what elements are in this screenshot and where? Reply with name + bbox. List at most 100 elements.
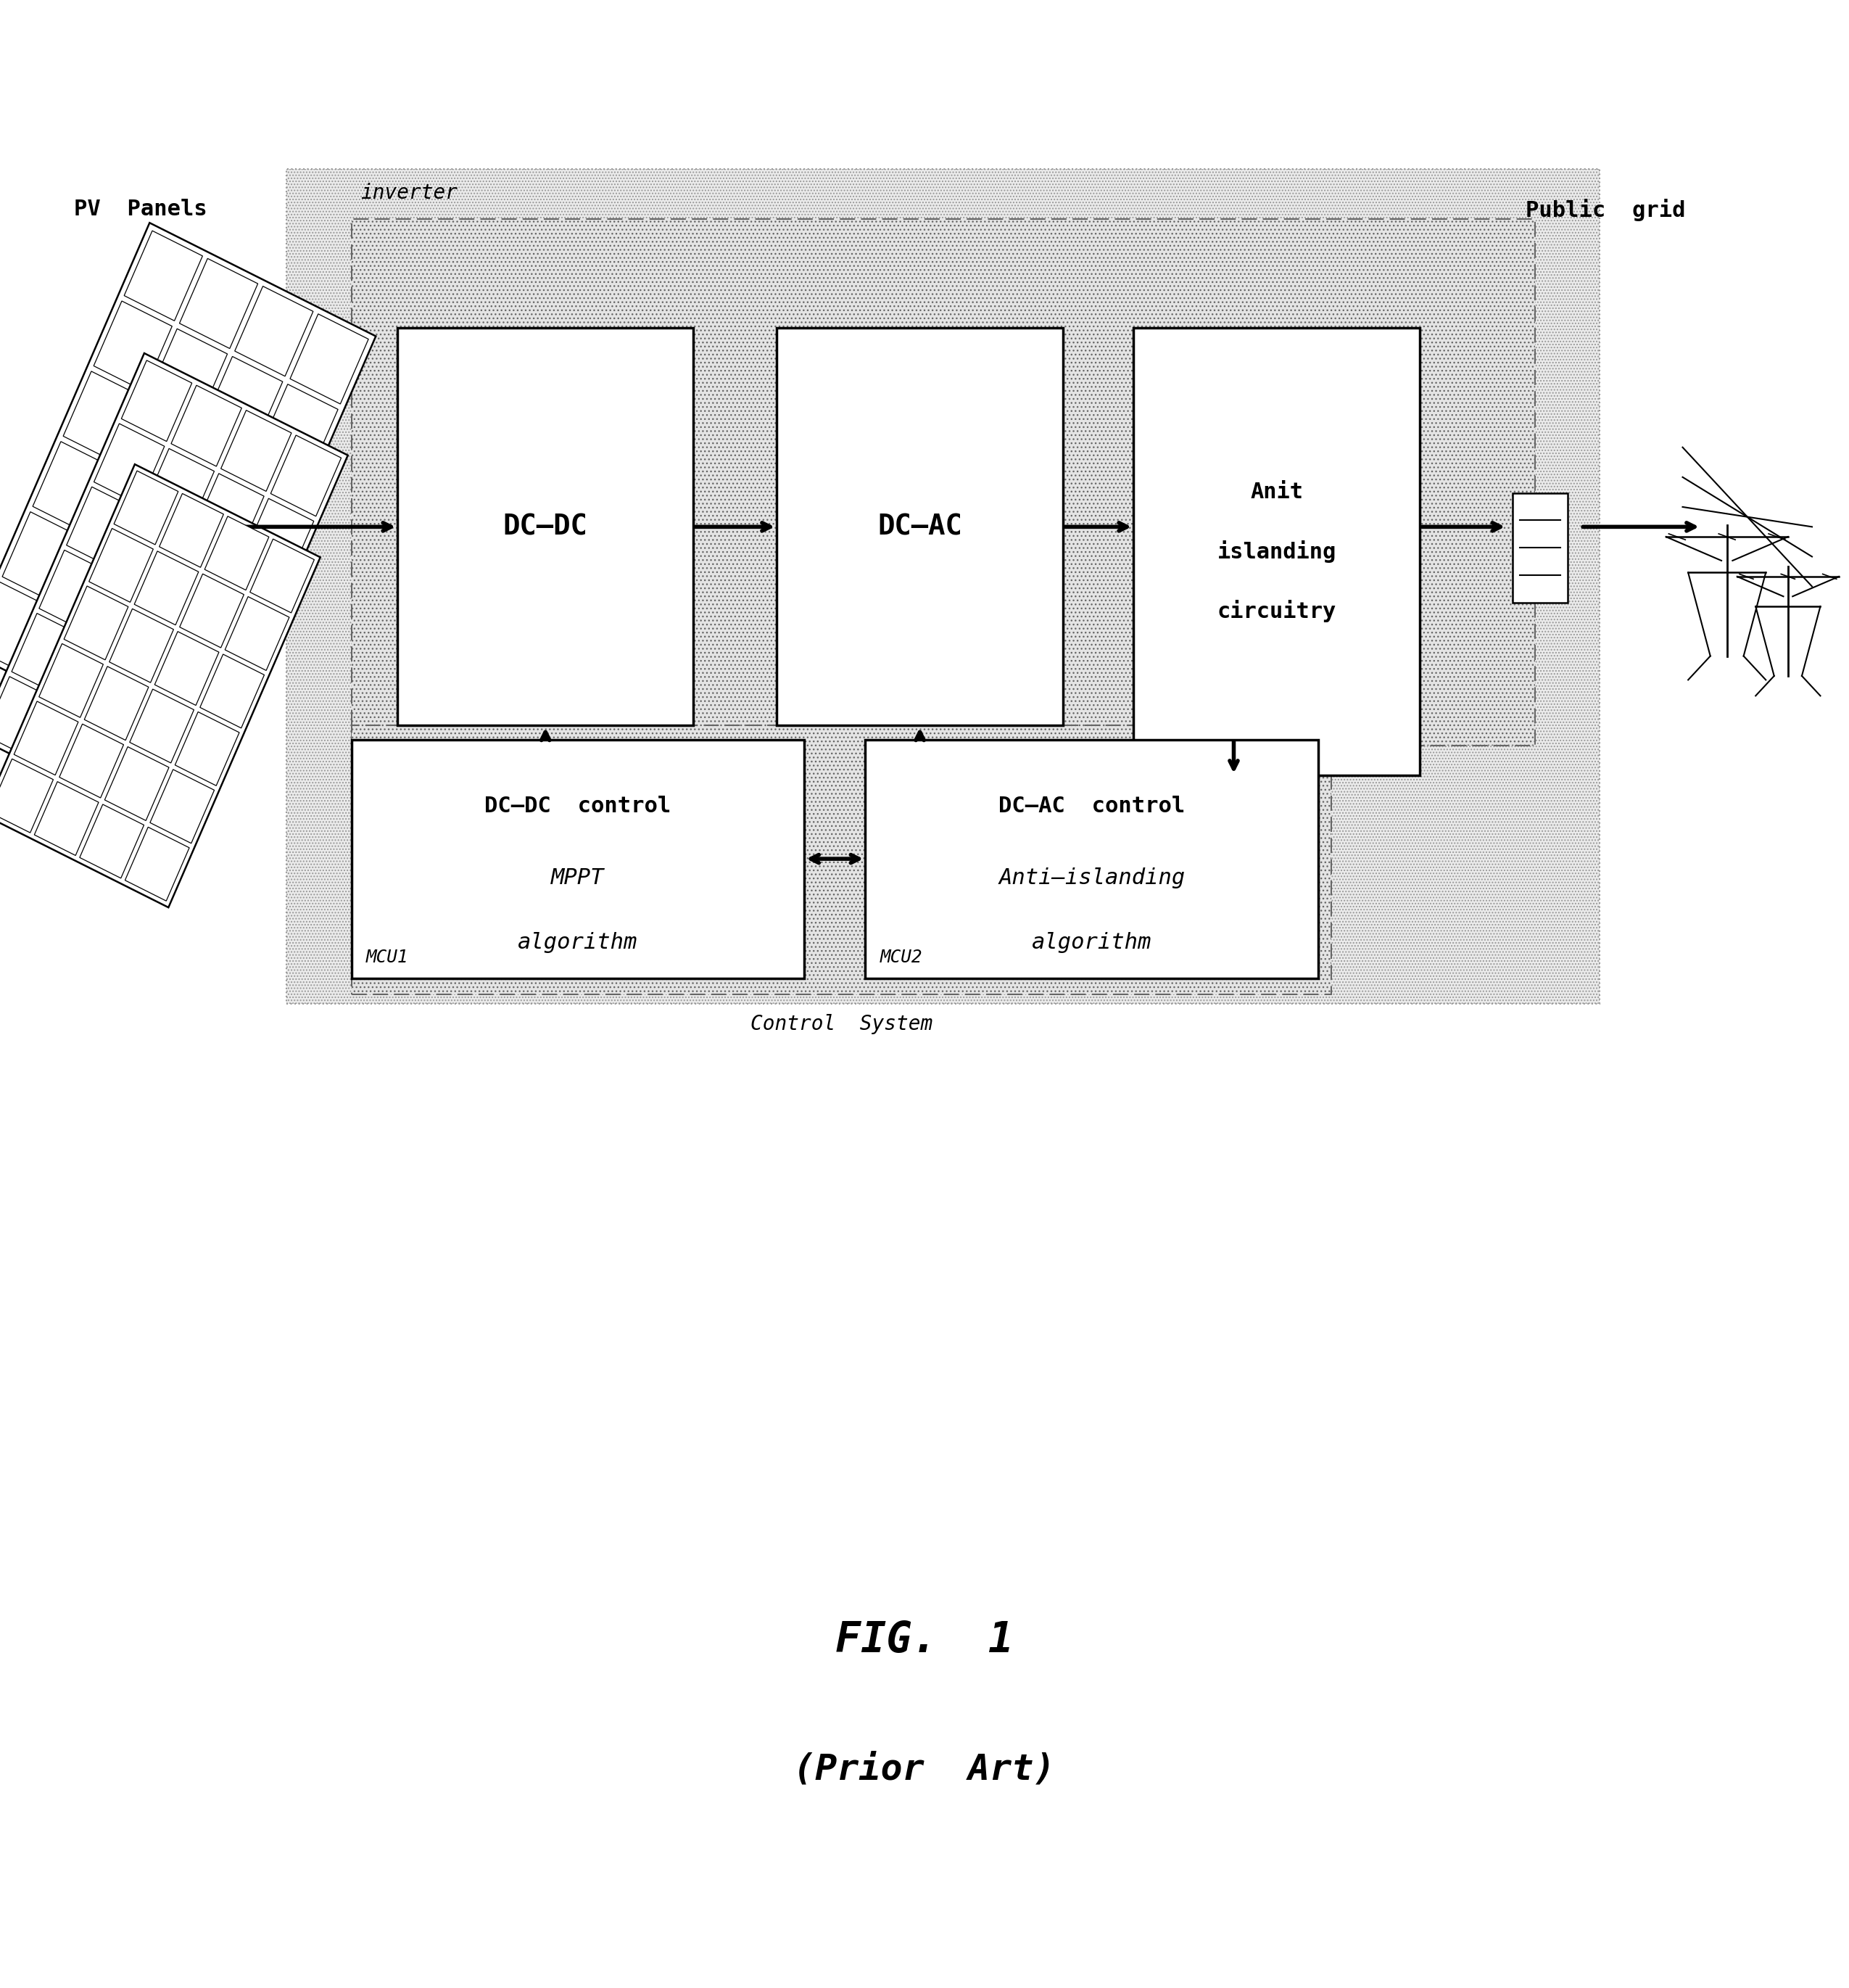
Bar bbox=[205, 517, 268, 590]
Bar bbox=[144, 497, 222, 586]
Bar bbox=[89, 575, 159, 656]
Bar bbox=[176, 712, 239, 785]
Bar bbox=[287, 169, 1599, 1004]
Text: DC–AC: DC–AC bbox=[878, 513, 961, 541]
Bar bbox=[351, 740, 804, 978]
Bar bbox=[150, 328, 227, 419]
Text: Anit: Anit bbox=[1250, 481, 1304, 503]
Bar bbox=[0, 676, 55, 757]
Text: Public  grid: Public grid bbox=[1525, 199, 1684, 221]
Bar bbox=[166, 537, 237, 618]
Bar bbox=[155, 632, 218, 706]
Bar bbox=[80, 805, 144, 879]
Bar bbox=[777, 328, 1063, 726]
Bar bbox=[235, 286, 312, 376]
Bar bbox=[83, 638, 161, 728]
Bar bbox=[94, 300, 172, 392]
Bar bbox=[113, 567, 190, 658]
Bar bbox=[250, 539, 314, 612]
Bar bbox=[122, 360, 192, 441]
Bar bbox=[83, 726, 153, 807]
Bar bbox=[137, 666, 216, 755]
Bar bbox=[28, 610, 105, 700]
Bar bbox=[290, 314, 368, 404]
Bar bbox=[109, 608, 174, 682]
Text: Control  System: Control System bbox=[751, 1014, 932, 1034]
Bar bbox=[174, 427, 251, 517]
Bar bbox=[270, 435, 342, 517]
Bar bbox=[2, 511, 81, 602]
Bar bbox=[94, 423, 165, 505]
Text: Anti–islanding: Anti–islanding bbox=[998, 867, 1185, 889]
Bar bbox=[865, 740, 1318, 978]
Bar bbox=[0, 582, 50, 672]
Text: PV  Panels: PV Panels bbox=[74, 199, 207, 221]
Bar bbox=[118, 400, 196, 489]
Bar bbox=[0, 223, 375, 763]
Bar bbox=[89, 529, 153, 602]
Text: algorithm: algorithm bbox=[1032, 932, 1152, 952]
Text: algorithm: algorithm bbox=[518, 932, 638, 952]
Bar bbox=[61, 638, 131, 720]
Bar bbox=[244, 499, 314, 579]
Bar bbox=[198, 525, 277, 614]
Bar bbox=[216, 563, 287, 642]
Bar bbox=[226, 596, 288, 670]
Text: DC–DC: DC–DC bbox=[503, 513, 588, 541]
Bar bbox=[203, 356, 283, 447]
Bar bbox=[179, 258, 257, 348]
Bar bbox=[133, 751, 203, 833]
Bar bbox=[65, 586, 128, 660]
Bar bbox=[144, 449, 214, 529]
Bar bbox=[159, 493, 224, 567]
Bar bbox=[259, 384, 338, 475]
Text: MCU2: MCU2 bbox=[880, 948, 923, 966]
Bar bbox=[111, 664, 181, 744]
Bar bbox=[161, 688, 231, 769]
Bar bbox=[33, 702, 105, 783]
Bar bbox=[63, 372, 142, 461]
Bar bbox=[150, 769, 214, 843]
Bar bbox=[57, 539, 137, 630]
Bar bbox=[1133, 328, 1420, 775]
Bar bbox=[1512, 493, 1568, 602]
Text: (Prior  Art): (Prior Art) bbox=[793, 1751, 1056, 1787]
Bar bbox=[0, 759, 54, 833]
Bar bbox=[220, 410, 292, 491]
Text: DC–AC  control: DC–AC control bbox=[998, 795, 1185, 817]
Bar bbox=[15, 702, 78, 775]
Bar bbox=[398, 328, 693, 726]
Text: MCU1: MCU1 bbox=[366, 948, 409, 966]
Text: FIG.  1: FIG. 1 bbox=[836, 1620, 1013, 1660]
Bar bbox=[168, 594, 246, 686]
Bar bbox=[139, 600, 209, 682]
Bar bbox=[33, 441, 111, 531]
Bar bbox=[124, 231, 203, 320]
Text: inverter: inverter bbox=[361, 183, 459, 203]
Bar bbox=[351, 219, 1535, 746]
Text: MPPT: MPPT bbox=[551, 867, 605, 889]
Bar bbox=[11, 614, 81, 694]
Bar bbox=[0, 465, 320, 907]
Text: islanding: islanding bbox=[1217, 541, 1337, 563]
Bar bbox=[105, 747, 168, 821]
Bar bbox=[89, 469, 166, 559]
Bar bbox=[189, 624, 259, 706]
Bar bbox=[194, 473, 264, 555]
Bar bbox=[126, 827, 189, 901]
Bar bbox=[129, 690, 194, 763]
Bar bbox=[39, 644, 104, 718]
Bar bbox=[179, 575, 244, 648]
Bar bbox=[135, 551, 198, 624]
Bar bbox=[39, 551, 109, 630]
Bar bbox=[200, 654, 264, 728]
Text: DC–DC  control: DC–DC control bbox=[484, 795, 671, 817]
Bar bbox=[172, 386, 242, 467]
Bar bbox=[67, 487, 137, 569]
Bar bbox=[115, 471, 178, 545]
Bar bbox=[351, 726, 1331, 994]
Bar bbox=[35, 781, 98, 855]
Text: circuitry: circuitry bbox=[1217, 600, 1337, 622]
Bar bbox=[59, 724, 124, 797]
Bar bbox=[116, 511, 187, 592]
